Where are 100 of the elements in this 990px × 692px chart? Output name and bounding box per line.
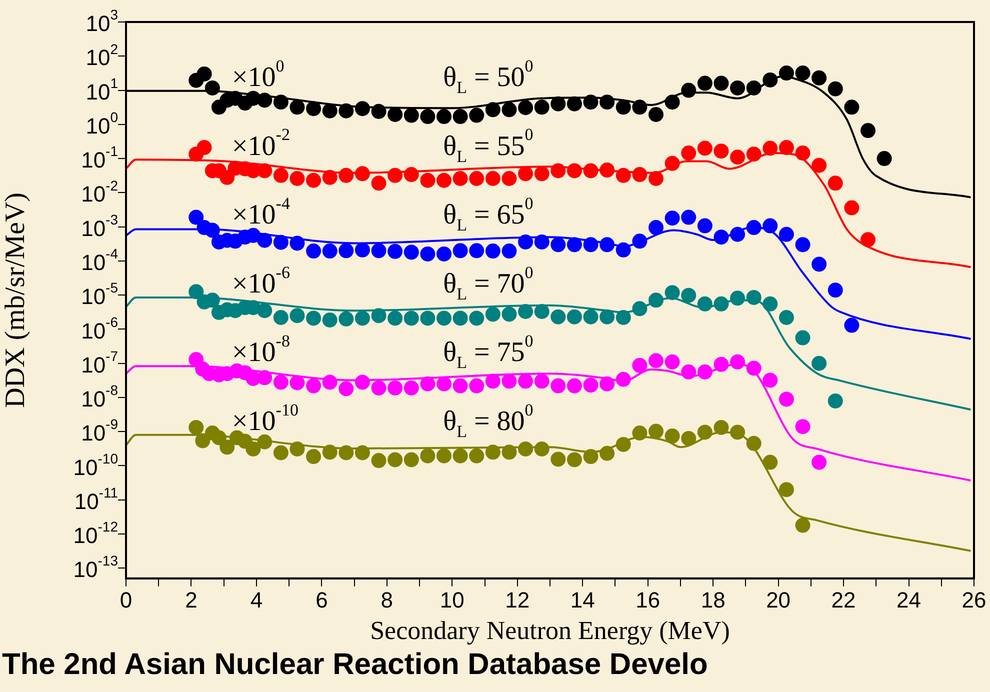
point — [188, 284, 204, 300]
point — [583, 94, 598, 110]
point — [338, 243, 354, 258]
point — [730, 150, 746, 165]
point — [452, 109, 468, 124]
point — [290, 441, 305, 456]
point — [583, 237, 598, 252]
point — [469, 243, 484, 258]
point — [322, 170, 338, 185]
point — [485, 171, 500, 186]
point — [452, 378, 468, 394]
point — [371, 453, 386, 468]
point — [714, 144, 729, 159]
point — [485, 374, 500, 389]
point — [583, 163, 598, 178]
point — [746, 436, 762, 451]
point — [388, 310, 403, 326]
point — [697, 140, 712, 156]
point — [534, 166, 550, 182]
point — [220, 440, 235, 455]
point — [273, 168, 288, 183]
point — [632, 167, 648, 182]
point — [404, 108, 419, 123]
point — [204, 222, 220, 238]
point — [795, 66, 810, 81]
point — [322, 244, 338, 259]
point — [778, 66, 794, 81]
point — [338, 445, 354, 460]
point — [420, 246, 436, 262]
point — [518, 374, 534, 389]
point — [762, 218, 778, 234]
point — [273, 310, 288, 326]
point — [762, 296, 778, 312]
point — [616, 168, 631, 183]
point — [322, 312, 338, 328]
point — [485, 102, 500, 118]
point — [211, 430, 226, 446]
point — [388, 168, 403, 183]
x-axis-title: Secondary Neutron Energy (MeV) — [370, 616, 730, 646]
point — [616, 100, 631, 115]
point — [534, 234, 550, 250]
point — [257, 163, 272, 178]
point — [436, 109, 452, 124]
point — [290, 308, 305, 324]
point — [196, 66, 212, 82]
point — [795, 146, 810, 161]
point — [681, 430, 696, 446]
point — [354, 310, 370, 326]
point — [273, 94, 288, 110]
point — [550, 96, 566, 112]
point — [730, 424, 746, 440]
point — [550, 237, 566, 252]
point — [518, 166, 534, 182]
point — [778, 310, 794, 326]
point — [632, 234, 648, 249]
point — [762, 72, 778, 88]
point — [469, 448, 484, 464]
point — [420, 376, 436, 392]
point — [697, 296, 712, 312]
point — [306, 172, 322, 188]
point — [844, 318, 860, 333]
point — [502, 444, 517, 460]
point — [812, 70, 827, 86]
point — [306, 244, 322, 259]
point — [795, 419, 810, 434]
point — [778, 140, 794, 156]
point — [616, 310, 631, 326]
point — [404, 167, 419, 182]
point — [518, 100, 534, 116]
x-tick-label: 16 — [636, 588, 660, 613]
point — [469, 171, 484, 186]
point — [404, 310, 419, 326]
point — [371, 104, 386, 119]
point — [306, 101, 322, 116]
point — [550, 452, 566, 467]
point — [844, 200, 860, 216]
x-tick-label: 20 — [766, 588, 791, 613]
x-tick-label: 24 — [896, 588, 922, 613]
point — [469, 378, 484, 394]
point — [452, 171, 468, 186]
point — [812, 256, 827, 272]
point — [452, 243, 468, 258]
point — [566, 237, 582, 252]
x-tick-label: 12 — [505, 588, 530, 613]
point — [566, 378, 582, 394]
point — [600, 162, 615, 178]
point — [600, 237, 615, 252]
point — [714, 230, 729, 245]
point — [436, 246, 452, 262]
point — [746, 360, 762, 376]
point — [388, 380, 403, 396]
point — [257, 434, 272, 450]
point — [469, 310, 484, 326]
point — [600, 94, 615, 110]
point — [420, 109, 436, 124]
x-tick-label: 6 — [316, 588, 328, 613]
point — [436, 376, 452, 392]
point — [246, 441, 261, 456]
point — [485, 244, 500, 259]
point — [257, 370, 272, 386]
